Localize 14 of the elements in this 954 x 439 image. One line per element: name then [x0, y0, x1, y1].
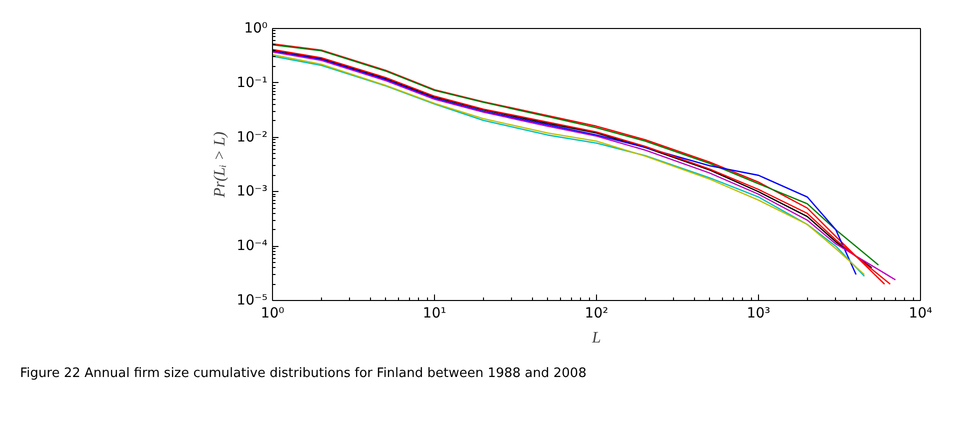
- y-tick-label: 10⁻⁵: [236, 292, 268, 308]
- x-tick-label: 10¹: [422, 306, 446, 322]
- y-tick-label: 10⁰: [244, 20, 268, 36]
- y-tick-label: 10⁻³: [236, 184, 268, 200]
- x-tick-label: 10²: [584, 306, 608, 322]
- x-tick-label: 10⁴: [908, 306, 933, 322]
- x-tick-label: 10⁰: [260, 306, 285, 322]
- y-axis-title: Pr(Lᵢ > L): [212, 132, 229, 198]
- x-tick-label: 10³: [746, 306, 770, 322]
- y-tick-label: 10⁻²: [236, 129, 268, 146]
- y-tick-label: 10⁻⁴: [236, 238, 268, 254]
- x-axis-title: L: [591, 330, 602, 346]
- y-tick-label: 10⁻¹: [236, 74, 268, 91]
- caption: Figure 22 Annual firm size cumulative distributions for Finland between 1988 and 2008: [20, 365, 586, 383]
